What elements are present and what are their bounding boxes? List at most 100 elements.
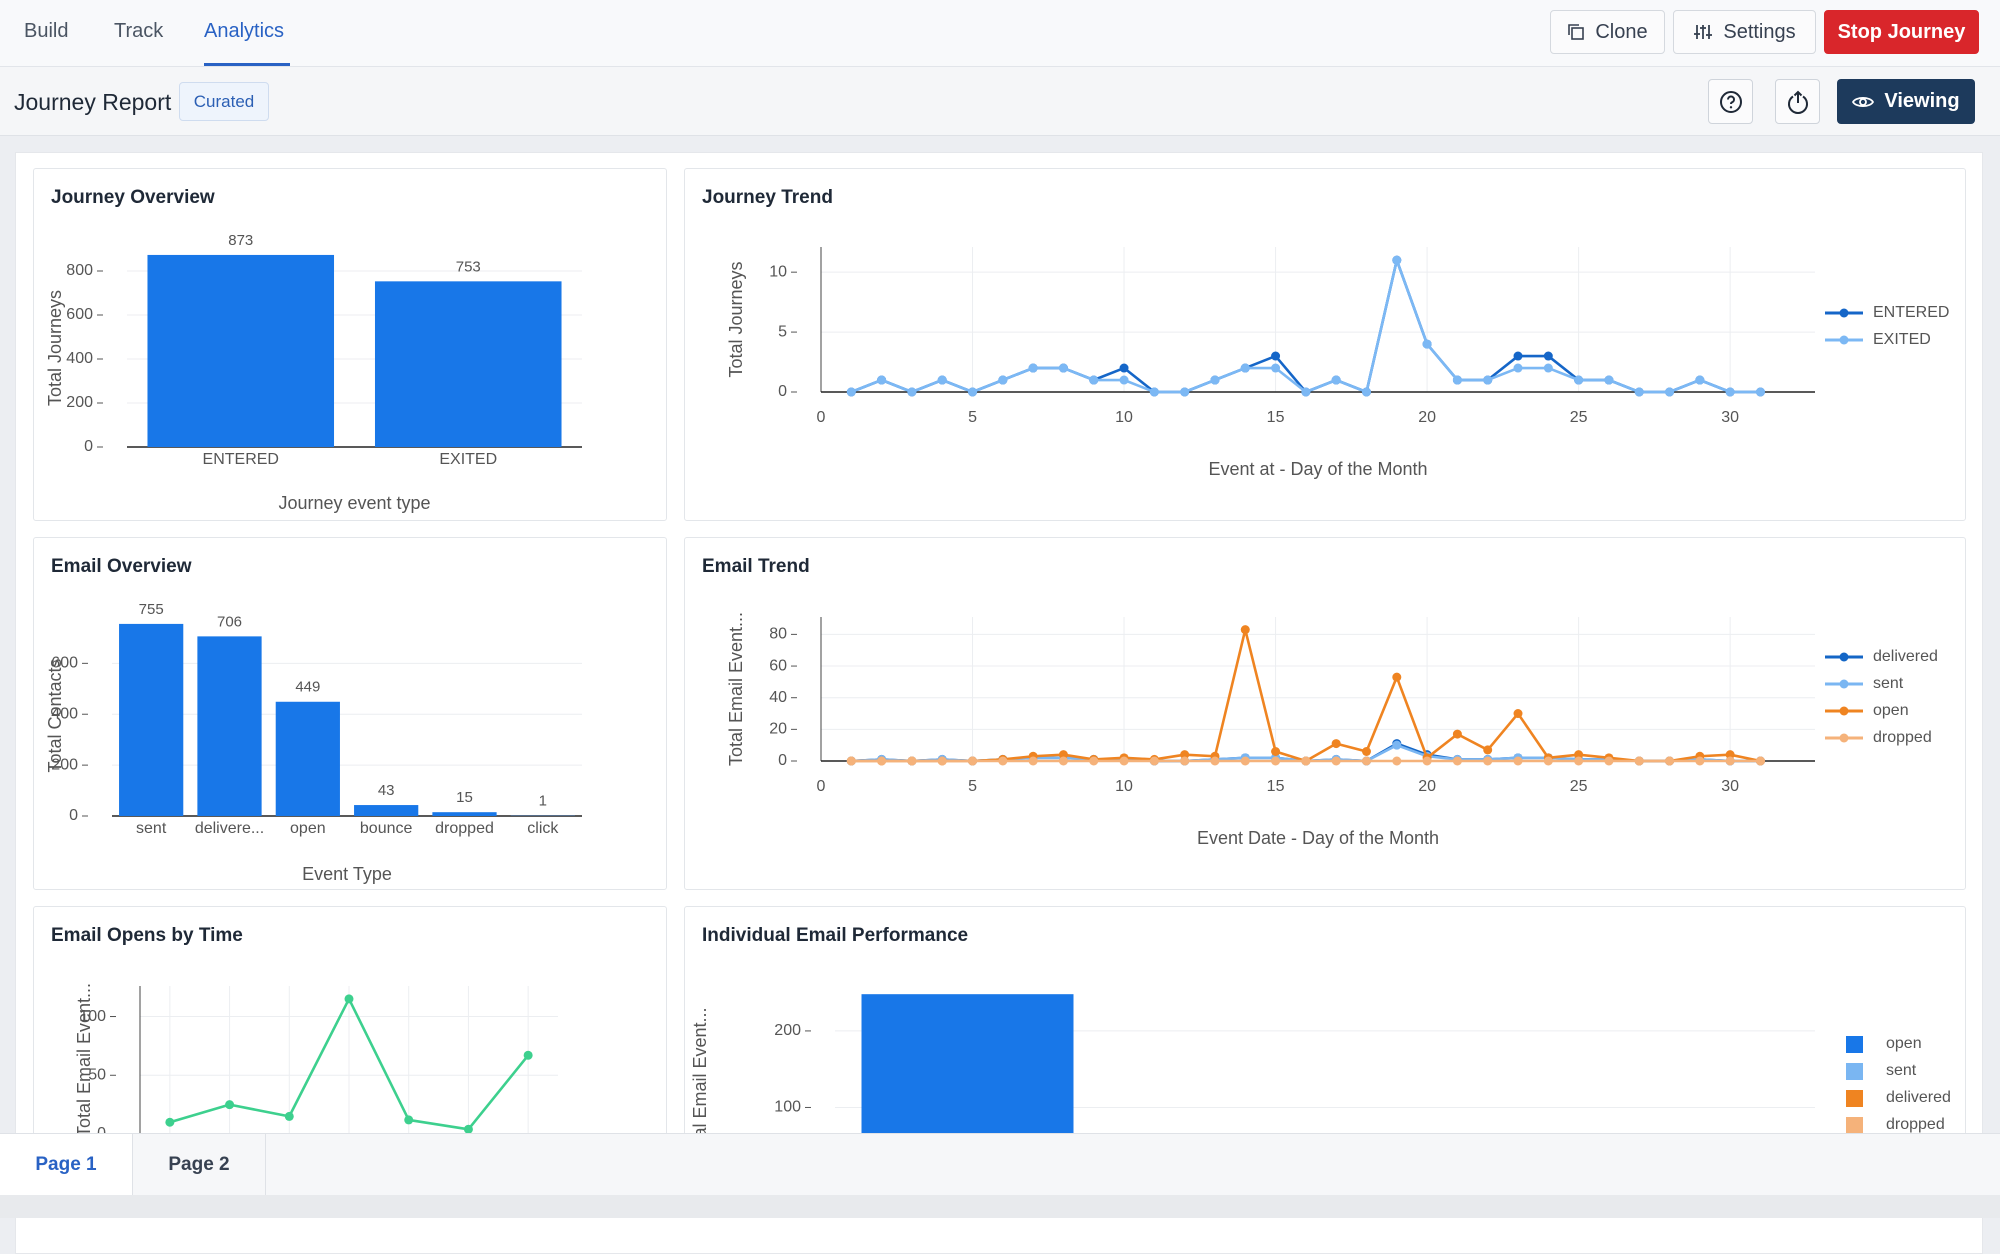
page-tab[interactable]: Page 2 [133,1134,266,1196]
x-tick-label: 15 [1267,409,1285,426]
bar-value-label: 706 [217,613,242,630]
x-tick-label: 20 [1418,778,1436,795]
line-point [968,757,977,766]
line-point [1362,388,1371,397]
bar [375,281,562,447]
x-axis-title: Event Type [302,864,392,884]
y-tick-label: 0 [84,438,93,455]
x-tick-label: 0 [817,409,826,426]
line-point [998,757,1007,766]
line-point [998,376,1007,385]
stop-journey-button[interactable]: Stop Journey [1824,10,1979,54]
x-axis-title: Journey event type [278,493,430,513]
line-point [1635,388,1644,397]
x-tick-label: 20 [1418,409,1436,426]
line-point [847,388,856,397]
line-point [877,757,886,766]
clone-button[interactable]: Clone [1550,10,1665,54]
chart-title: Email Trend [702,556,810,578]
legend-swatch [1840,734,1849,743]
bar-value-label: 873 [228,232,253,249]
line-point [1392,256,1401,265]
viewing-button[interactable]: Viewing [1837,79,1975,124]
bar-value-label: 755 [139,601,164,618]
line-point [847,757,856,766]
line-point [1756,388,1765,397]
line-point [877,376,886,385]
line-point [1332,376,1341,385]
line-point [1423,340,1432,349]
line-point [1514,757,1523,766]
line-point [225,1100,234,1109]
share-icon [1786,90,1810,114]
button-label: Viewing [1884,90,1959,113]
line-point [1574,757,1583,766]
settings-button[interactable]: Settings [1673,10,1816,54]
y-tick-label: 100 [774,1099,801,1116]
nav-tab[interactable]: Track [114,20,163,43]
line-point [1726,757,1735,766]
line-point [1271,747,1280,756]
bar [197,636,261,816]
bar-value-label: 43 [378,782,395,799]
legend-swatch [1846,1090,1863,1107]
line-point [345,994,354,1003]
line-point [1726,388,1735,397]
nav-tab-active[interactable]: Analytics [204,20,284,43]
legend-swatch [1840,707,1849,716]
curated-badge: Curated [179,82,269,121]
x-tick-label: bounce [360,820,413,837]
line-series [851,260,1760,392]
legend-swatch [1840,309,1849,318]
y-axis-title: Total Email Event... [74,983,94,1137]
x-tick-label: 30 [1721,409,1739,426]
line-point [1120,376,1129,385]
line-point [1514,352,1523,361]
line-point [1514,364,1523,373]
line-point [1392,741,1401,750]
line-point [165,1118,174,1127]
bar [432,812,496,816]
legend-swatch [1846,1117,1863,1134]
line-point [968,388,977,397]
y-tick-label: 200 [774,1022,801,1039]
line-point [938,376,947,385]
share-button[interactable] [1775,79,1820,124]
chart-title: Email Overview [51,556,191,578]
x-tick-label: delivere... [195,820,264,837]
x-tick-label: 5 [968,778,977,795]
line-point [1483,376,1492,385]
line-point [1604,757,1613,766]
bar [147,255,334,447]
page-tab-active[interactable]: Page 1 [0,1134,133,1196]
line-point [1059,757,1068,766]
x-tick-label: 25 [1570,409,1588,426]
line-point [907,757,916,766]
line-point [1362,757,1371,766]
x-tick-label: dropped [435,820,494,837]
x-tick-label: sent [136,820,167,837]
x-tick-label: 10 [1115,409,1133,426]
legend-label: ENTERED [1873,304,1949,321]
x-tick-label: EXITED [439,451,497,468]
help-icon [1719,90,1743,114]
line-point [1392,673,1401,682]
y-tick-label: 60 [769,657,787,674]
line-point [1210,376,1219,385]
line-point [1483,745,1492,754]
chart-title: Journey Overview [51,187,215,209]
x-tick-label: 10 [1115,778,1133,795]
legend-label: open [1886,1035,1922,1052]
help-button[interactable] [1708,79,1753,124]
line-point [1332,739,1341,748]
line-point [1059,364,1068,373]
line-point [1332,757,1341,766]
legend-swatch [1846,1036,1863,1053]
nav-tab[interactable]: Build [24,20,68,43]
button-label: Clone [1595,21,1647,44]
legend-label: sent [1886,1062,1917,1079]
